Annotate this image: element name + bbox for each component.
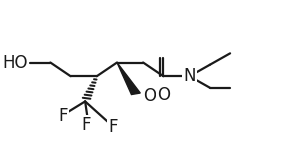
Text: O: O bbox=[157, 86, 170, 104]
Text: N: N bbox=[183, 67, 196, 85]
Text: HO: HO bbox=[3, 53, 28, 71]
Text: F: F bbox=[108, 118, 118, 136]
Polygon shape bbox=[117, 63, 140, 95]
Text: F: F bbox=[59, 107, 68, 125]
Text: OH: OH bbox=[143, 87, 169, 105]
Text: F: F bbox=[82, 116, 91, 134]
